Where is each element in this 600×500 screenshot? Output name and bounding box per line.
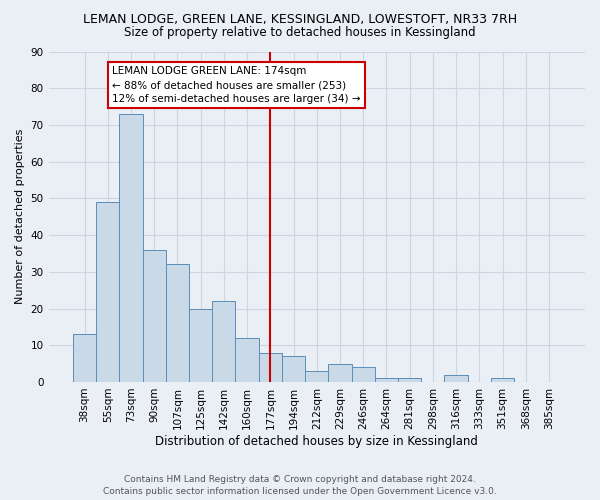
Bar <box>398 378 421 382</box>
Text: Contains HM Land Registry data © Crown copyright and database right 2024.
Contai: Contains HM Land Registry data © Crown c… <box>103 475 497 496</box>
Bar <box>375 378 398 382</box>
Bar <box>259 352 282 382</box>
Bar <box>328 364 352 382</box>
Text: Size of property relative to detached houses in Kessingland: Size of property relative to detached ho… <box>124 26 476 39</box>
Bar <box>96 202 119 382</box>
Bar <box>212 301 235 382</box>
Bar <box>445 374 468 382</box>
Bar <box>282 356 305 382</box>
Bar <box>73 334 96 382</box>
Bar <box>305 371 328 382</box>
Bar <box>143 250 166 382</box>
Bar <box>352 368 375 382</box>
Bar <box>491 378 514 382</box>
Bar <box>119 114 143 382</box>
Text: LEMAN LODGE, GREEN LANE, KESSINGLAND, LOWESTOFT, NR33 7RH: LEMAN LODGE, GREEN LANE, KESSINGLAND, LO… <box>83 12 517 26</box>
Bar <box>235 338 259 382</box>
Bar <box>189 308 212 382</box>
Text: LEMAN LODGE GREEN LANE: 174sqm
← 88% of detached houses are smaller (253)
12% of: LEMAN LODGE GREEN LANE: 174sqm ← 88% of … <box>112 66 361 104</box>
Y-axis label: Number of detached properties: Number of detached properties <box>15 129 25 304</box>
X-axis label: Distribution of detached houses by size in Kessingland: Distribution of detached houses by size … <box>155 434 478 448</box>
Bar <box>166 264 189 382</box>
